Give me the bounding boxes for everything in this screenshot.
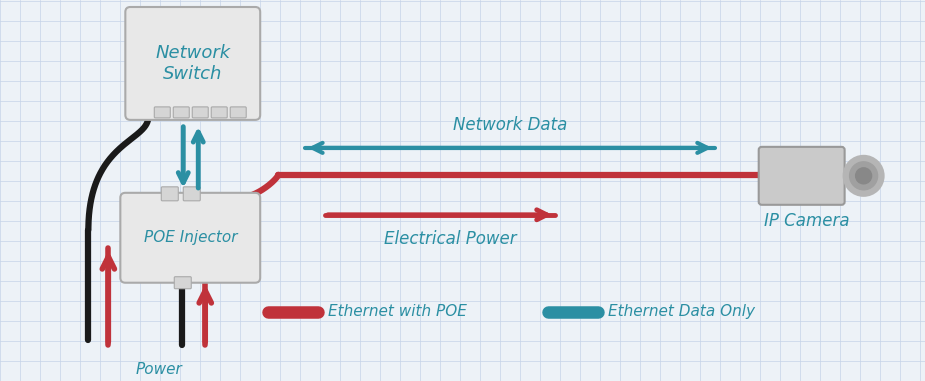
FancyBboxPatch shape [183, 187, 200, 201]
FancyBboxPatch shape [120, 193, 260, 283]
Circle shape [850, 162, 878, 190]
FancyBboxPatch shape [154, 107, 170, 118]
Text: Power: Power [135, 362, 182, 377]
FancyBboxPatch shape [174, 277, 191, 289]
FancyBboxPatch shape [758, 147, 845, 205]
Polygon shape [761, 150, 842, 202]
FancyBboxPatch shape [125, 7, 260, 120]
Text: Network
Switch: Network Switch [155, 44, 230, 83]
FancyBboxPatch shape [211, 107, 228, 118]
Text: POE Injector: POE Injector [143, 230, 237, 245]
Text: Electrical Power: Electrical Power [384, 230, 516, 248]
FancyBboxPatch shape [192, 107, 208, 118]
FancyBboxPatch shape [173, 107, 190, 118]
Text: IP Camera: IP Camera [764, 212, 849, 230]
FancyBboxPatch shape [161, 187, 179, 201]
FancyBboxPatch shape [230, 107, 246, 118]
Circle shape [844, 156, 883, 196]
Text: Network Data: Network Data [452, 116, 567, 134]
Text: Ethernet Data Only: Ethernet Data Only [608, 304, 755, 319]
Text: Ethernet with POE: Ethernet with POE [328, 304, 467, 319]
Circle shape [856, 168, 871, 184]
